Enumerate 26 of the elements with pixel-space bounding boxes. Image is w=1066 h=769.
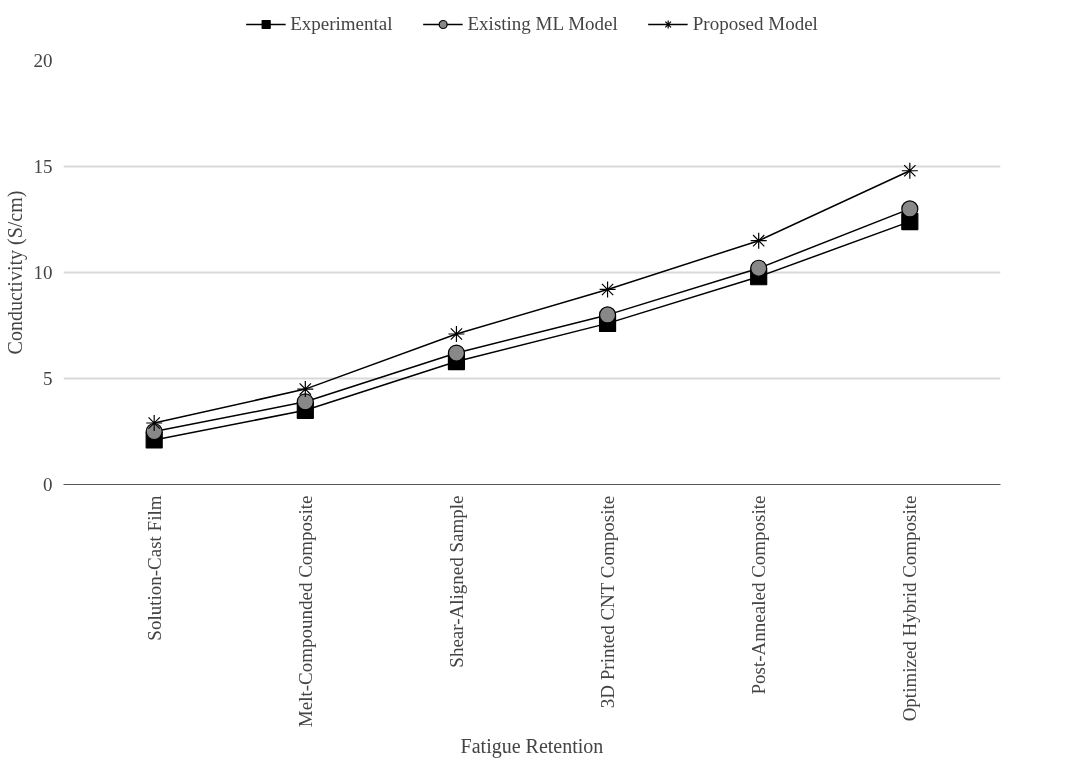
x-tick-label: Solution-Cast Film bbox=[143, 495, 165, 641]
y-tick-label: 0 bbox=[43, 474, 53, 495]
point bbox=[296, 380, 314, 398]
point bbox=[750, 232, 768, 250]
y-tick-label: 10 bbox=[33, 262, 53, 283]
point bbox=[598, 280, 617, 299]
x-tick-label: 3D Printed CNT Composite bbox=[597, 495, 619, 709]
y-axis-title: Conductivity (S/cm) bbox=[3, 190, 27, 355]
point bbox=[447, 344, 466, 362]
point bbox=[296, 393, 314, 411]
point bbox=[901, 162, 919, 180]
legend-label: Experimental bbox=[290, 13, 393, 35]
point bbox=[598, 306, 617, 324]
point bbox=[750, 259, 768, 277]
point bbox=[447, 325, 466, 343]
x-tick-label: Melt-Compounded Composite bbox=[294, 495, 316, 728]
legend-label: Existing ML Model bbox=[467, 13, 618, 35]
point bbox=[901, 200, 919, 218]
x-tick-label: Optimized Hybrid Composite bbox=[899, 495, 921, 722]
x-tick-label: Shear-Aligned Sample bbox=[445, 495, 467, 668]
y-tick-label: 5 bbox=[43, 368, 53, 389]
x-axis-title: Fatigue Retention bbox=[460, 735, 604, 759]
y-tick-label: 20 bbox=[33, 50, 53, 71]
y-tick-label: 15 bbox=[33, 156, 53, 177]
x-tick-label: Post-Annealed Composite bbox=[748, 495, 770, 695]
legend-label: Proposed Model bbox=[692, 13, 818, 35]
